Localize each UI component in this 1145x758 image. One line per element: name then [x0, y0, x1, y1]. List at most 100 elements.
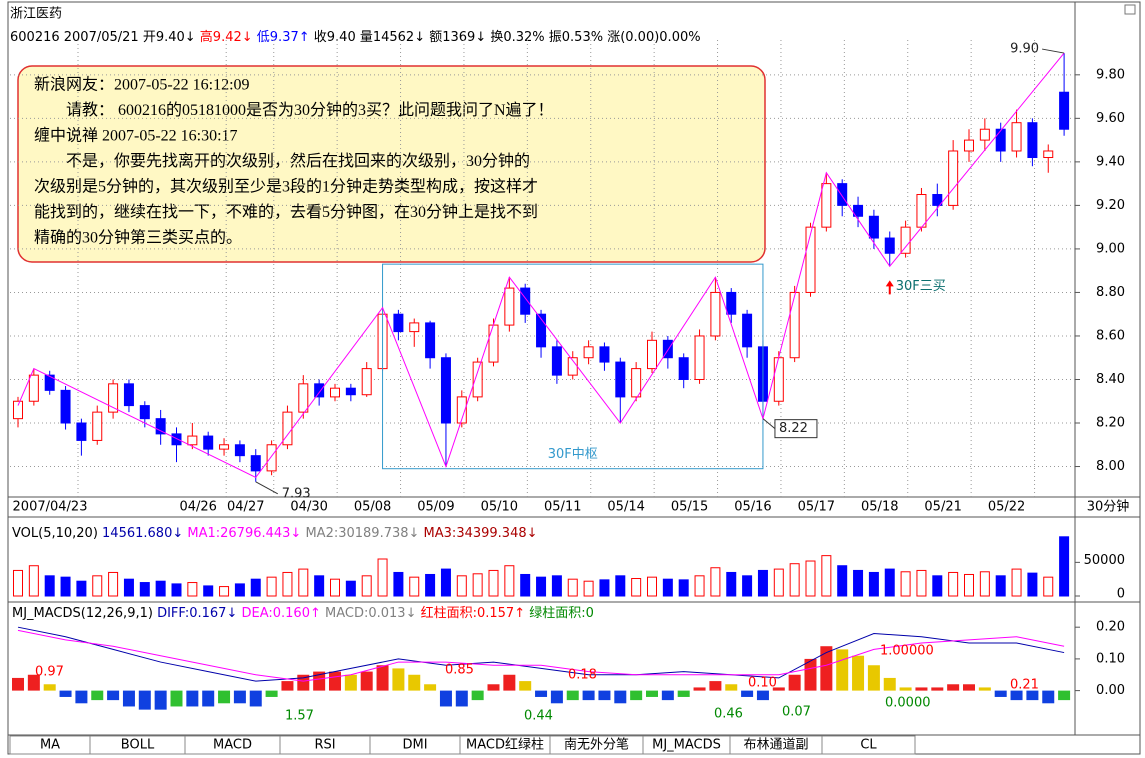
candle-body: [425, 322, 436, 359]
macd-bar: [360, 671, 373, 691]
y-tick-label: 9.60: [1096, 111, 1125, 126]
header-segment: DIFF:0.167↓: [153, 606, 237, 621]
candle-body: [13, 400, 23, 420]
volume-bar: [1043, 576, 1054, 597]
candle-body: [28, 374, 39, 402]
comment-line: 缠中说禅 2007-05-22 16:30:17: [34, 127, 238, 145]
macd-bar: [455, 690, 468, 707]
candle-body: [789, 291, 800, 359]
macd-bar: [535, 690, 548, 697]
y-tick-label: 9.20: [1096, 198, 1125, 213]
macd-bar: [772, 687, 785, 691]
y-tick-label: 8.60: [1096, 328, 1125, 343]
volume-bar: [139, 582, 150, 597]
tab-label[interactable]: MACD红绿柱: [466, 737, 544, 753]
macd-bar: [1042, 690, 1055, 704]
tab-label[interactable]: 布林通道副: [743, 738, 808, 753]
tab-label[interactable]: MA: [40, 738, 60, 753]
macd-line: [17, 629, 1065, 682]
macd-bar: [788, 674, 801, 691]
macd-bar: [978, 687, 991, 691]
candle-body: [92, 411, 103, 441]
volume-bar: [868, 571, 879, 597]
tab-label[interactable]: DMI: [402, 738, 427, 753]
candle-body: [409, 322, 420, 333]
candle-body: [647, 339, 657, 370]
y-tick-label: 9.00: [1096, 241, 1125, 256]
header-segment: 高9.42↓: [196, 29, 253, 45]
x-tick-label: 05/10: [481, 500, 518, 515]
candle-body: [219, 444, 230, 450]
header-segment: DEA:0.160↑: [237, 606, 321, 621]
macd-annotation: 1.57: [285, 709, 314, 724]
y-tick-label: 0.10: [1096, 651, 1125, 666]
candle-body: [472, 361, 483, 398]
macd-bar: [313, 671, 326, 691]
x-tick-label: 2007/04/23: [13, 500, 88, 515]
y-tick-label: 0: [1117, 587, 1125, 602]
volume-bar: [155, 580, 166, 597]
header-segment: MACD:0.013↓: [321, 606, 417, 621]
macd-bar: [693, 687, 706, 691]
candle-body: [583, 346, 594, 359]
y-tick-label: 0.00: [1096, 683, 1125, 698]
macd-bar: [218, 690, 231, 704]
annotation-leader: [762, 418, 776, 430]
macd-bar: [503, 674, 516, 691]
header-line: MJ_MACDS(12,26,9,1) DIFF:0.167↓ DEA:0.16…: [12, 605, 594, 621]
candle-body: [948, 150, 959, 206]
y-tick-label: 0.20: [1096, 620, 1125, 635]
header-segment: MA1:26796.443↓: [183, 526, 301, 541]
volume-bar: [345, 580, 356, 597]
volume-bar: [694, 575, 705, 597]
candle-body: [1011, 122, 1022, 152]
annotation-label: 8.22: [779, 421, 808, 436]
period-label: 30分钟: [1087, 499, 1130, 515]
annotation-box: [774, 419, 818, 439]
volume-bar: [440, 568, 451, 597]
macd-annotation: 0.21: [1010, 678, 1039, 693]
macd-bar: [202, 690, 215, 707]
window-icon[interactable]: [1124, 4, 1136, 15]
candle-body: [76, 422, 87, 441]
y-tick-label: 8.20: [1096, 416, 1125, 431]
macd-bar: [899, 687, 912, 691]
tab-label[interactable]: MACD: [213, 738, 252, 753]
candle-body: [773, 357, 784, 402]
macd-bar: [75, 690, 88, 704]
header-segment: 600216 2007/05/21 开9.40: [10, 30, 185, 45]
macd-bar: [91, 690, 104, 701]
candle-body: [203, 435, 214, 450]
candle-body: [932, 194, 943, 206]
tab-label[interactable]: CL: [860, 738, 877, 753]
candle-body: [868, 215, 879, 239]
candle-body: [678, 357, 689, 380]
header-segment: 14561.680↓: [98, 526, 183, 541]
volume-bar: [520, 573, 531, 597]
volume-bar: [219, 586, 230, 597]
macd-bar: [170, 690, 183, 707]
macd-bar: [297, 674, 310, 691]
header-segment: 低9.37↑: [253, 30, 310, 45]
volume-bar: [742, 575, 753, 597]
tab-label[interactable]: BOLL: [121, 738, 155, 753]
tab[interactable]: [821, 735, 916, 755]
candle-body: [361, 368, 372, 396]
volume-bar: [28, 565, 39, 597]
macd-bar: [550, 690, 563, 704]
macd-bar: [265, 690, 278, 697]
comment-line: 新浪网友：2007-05-22 16:12:09: [34, 76, 250, 94]
tab-label[interactable]: 南无外分笔: [564, 737, 629, 753]
tab-label[interactable]: RSI: [314, 738, 335, 753]
volume-bar: [647, 576, 657, 597]
volume-bar: [678, 579, 689, 597]
volume-bar: [377, 558, 388, 597]
volume-bar: [567, 578, 578, 597]
tab-label[interactable]: MJ_MACDS: [652, 738, 721, 753]
macd-annotation: 0.44: [524, 709, 553, 724]
candle-body: [884, 237, 895, 254]
macd-bar: [867, 665, 880, 691]
volume-bar: [1059, 536, 1070, 597]
macd-line: [17, 626, 1065, 682]
